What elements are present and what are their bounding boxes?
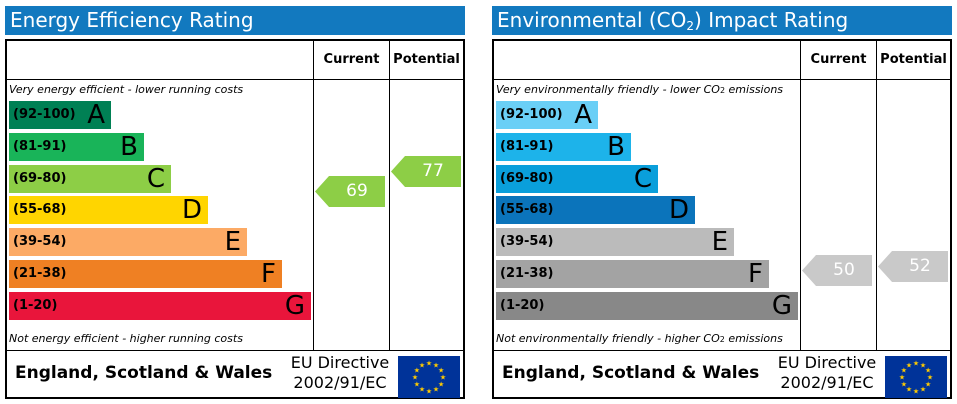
svg-text:★: ★ [440, 374, 446, 382]
rating-table: Current Potential Very environmentally f… [492, 39, 952, 399]
band-g: (1-20) G [9, 290, 311, 321]
band-letter: A [87, 100, 105, 130]
current-rating-arrow: 69 [315, 176, 385, 207]
svg-text:★: ★ [925, 367, 931, 375]
band-letter: E [224, 227, 241, 258]
band-letter: B [607, 131, 625, 162]
band-d: (55-68) D [496, 195, 695, 226]
band-range-label: (81-91) [500, 138, 554, 154]
band-e: (39-54) E [9, 227, 247, 258]
eu-flag-icon: ★ ★ ★ ★ ★ ★ ★ ★ ★ ★ ★ ★ [885, 356, 947, 398]
svg-text:★: ★ [920, 386, 926, 394]
band-range-label: (39-54) [500, 234, 554, 250]
band-letter: F [748, 259, 763, 289]
band-range-label: (69-80) [13, 170, 67, 186]
svg-text:★: ★ [927, 374, 933, 382]
band-f: (21-38) F [496, 260, 769, 288]
potential-rating-value: 52 [909, 256, 931, 276]
footer-region: England, Scotland & Wales [502, 363, 760, 383]
band-b: (81-91) B [496, 131, 631, 162]
svg-text:★: ★ [438, 381, 444, 389]
band-g: (1-20) G [496, 290, 798, 321]
band-letter: B [120, 131, 138, 162]
footer-region: England, Scotland & Wales [15, 363, 273, 383]
current-rating-value: 69 [346, 181, 368, 201]
svg-text:★: ★ [433, 386, 439, 394]
band-letter: C [633, 163, 652, 194]
svg-text:★: ★ [913, 360, 919, 368]
bottom-note: Not environmentally friendly - higher CO… [496, 332, 783, 345]
svg-text:★: ★ [906, 361, 912, 369]
band-e: (39-54) E [496, 227, 734, 258]
svg-text:★: ★ [419, 386, 425, 394]
band-a: (92-100) A [9, 101, 111, 129]
energy-efficiency-panel: Energy Efficiency Rating Current Potenti… [5, 6, 465, 399]
band-letter: C [146, 163, 165, 194]
band-range-label: (92-100) [500, 107, 563, 122]
environmental-impact-panel: Environmental (CO2) Impact Rating Curren… [492, 6, 952, 399]
eu-directive: EU Directive 2002/91/EC [290, 353, 390, 392]
eu-directive: EU Directive 2002/91/EC [777, 353, 877, 392]
band-f: (21-38) F [9, 260, 282, 288]
top-note: Very environmentally friendly - lower CO… [496, 83, 784, 96]
potential-rating-arrow: 77 [391, 156, 461, 187]
svg-text:★: ★ [925, 381, 931, 389]
bottom-note: Not energy efficient - higher running co… [9, 332, 243, 345]
band-range-label: (1-20) [500, 297, 545, 313]
band-range-label: (55-68) [500, 202, 554, 218]
svg-text:★: ★ [913, 388, 919, 396]
band-b: (81-91) B [9, 131, 144, 162]
band-letter: F [261, 259, 276, 289]
svg-text:★: ★ [414, 381, 420, 389]
band-range-label: (21-38) [500, 266, 554, 281]
potential-rating-arrow: 52 [878, 251, 948, 282]
svg-text:★: ★ [899, 374, 905, 382]
band-range-label: (1-20) [13, 297, 58, 313]
current-column-header: Current [323, 52, 380, 67]
band-d: (55-68) D [9, 195, 208, 226]
svg-text:★: ★ [419, 361, 425, 369]
svg-text:★: ★ [414, 367, 420, 375]
band-letter: D [181, 195, 202, 226]
band-range-label: (21-38) [13, 266, 67, 281]
band-letter: G [771, 290, 792, 321]
band-c: (69-80) C [9, 163, 171, 194]
band-range-label: (69-80) [500, 170, 554, 186]
svg-text:★: ★ [412, 374, 418, 382]
svg-text:★: ★ [438, 367, 444, 375]
rating-table: Current Potential Very energy efficient … [5, 39, 465, 399]
band-letter: G [284, 290, 305, 321]
current-column-header: Current [810, 52, 867, 67]
potential-column-header: Potential [880, 52, 947, 67]
band-letter: D [668, 195, 689, 226]
svg-text:★: ★ [426, 360, 432, 368]
svg-text:★: ★ [901, 381, 907, 389]
svg-text:★: ★ [433, 361, 439, 369]
band-range-label: (55-68) [13, 202, 67, 218]
band-range-label: (81-91) [13, 138, 67, 154]
band-c: (69-80) C [496, 163, 658, 194]
potential-column-header: Potential [393, 52, 460, 67]
svg-text:★: ★ [906, 386, 912, 394]
top-note: Very energy efficient - lower running co… [9, 83, 244, 96]
svg-text:★: ★ [426, 388, 432, 396]
eu-flag-icon: ★ ★ ★ ★ ★ ★ ★ ★ ★ ★ ★ ★ [398, 356, 460, 398]
svg-text:★: ★ [901, 367, 907, 375]
svg-text:★: ★ [920, 361, 926, 369]
current-rating-value: 50 [833, 260, 855, 280]
current-rating-arrow: 50 [802, 255, 872, 286]
band-letter: A [574, 100, 592, 130]
band-range-label: (92-100) [13, 107, 76, 122]
chart-title: Energy Efficiency Rating [5, 6, 465, 35]
chart-title: Environmental (CO2) Impact Rating [492, 6, 952, 35]
band-letter: E [711, 227, 728, 258]
band-range-label: (39-54) [13, 234, 67, 250]
band-a: (92-100) A [496, 101, 598, 129]
potential-rating-value: 77 [422, 161, 444, 181]
